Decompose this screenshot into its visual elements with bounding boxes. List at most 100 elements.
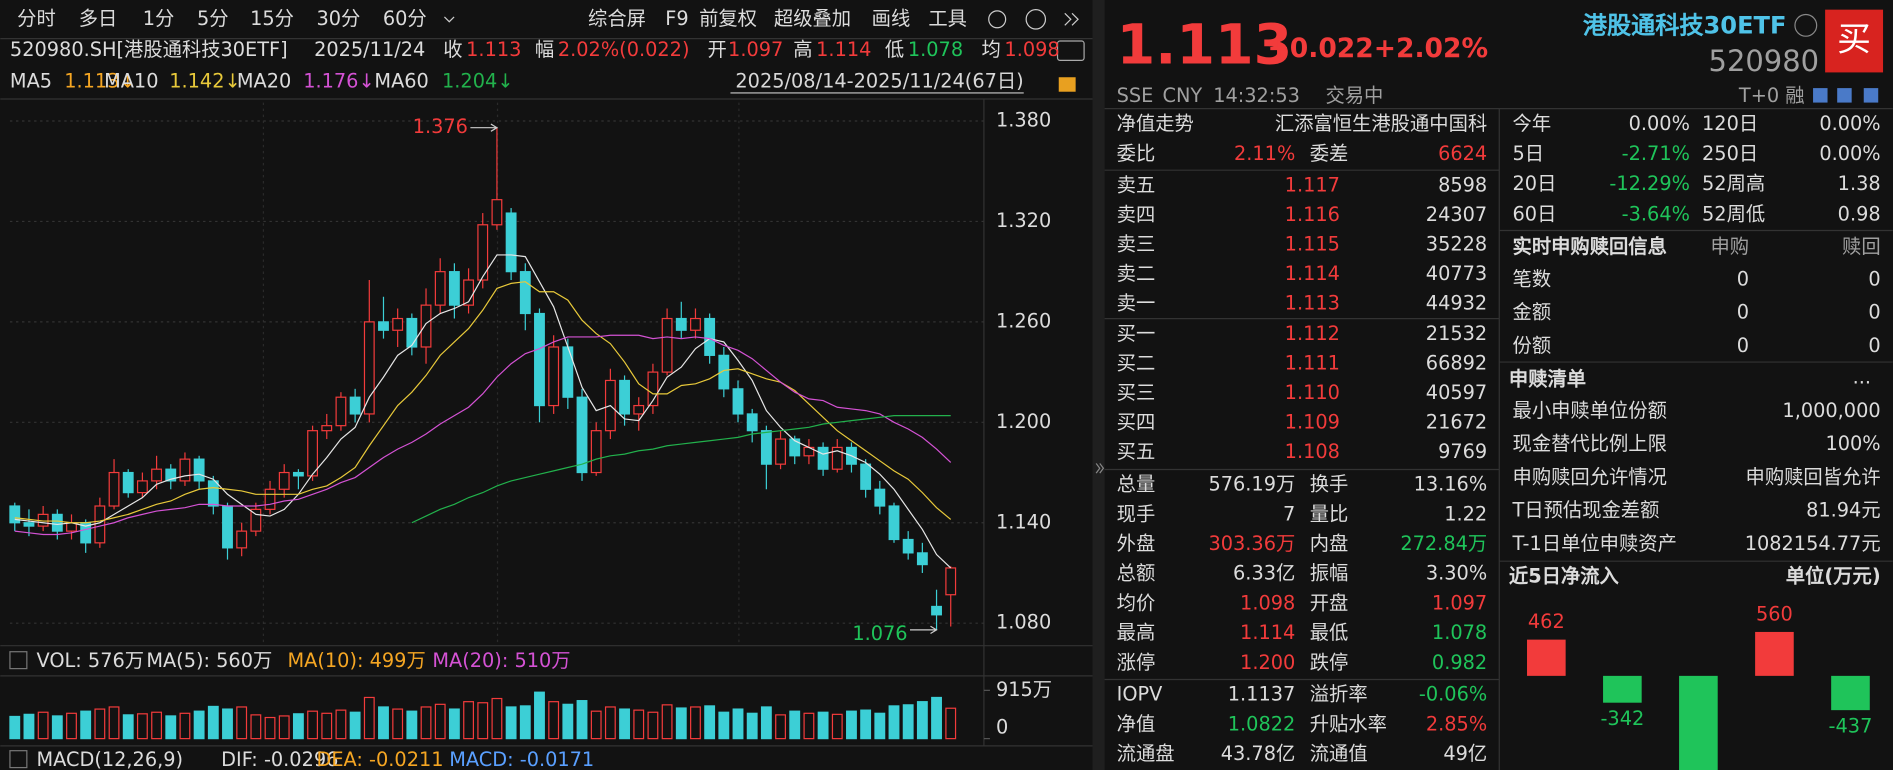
tool-button[interactable]: 工具: [928, 7, 967, 30]
stat-label: 总额: [1117, 562, 1156, 585]
dropdown-icon[interactable]: [444, 16, 455, 23]
candle-body: [874, 488, 886, 507]
range[interactable]: 2025/08/14-2025/11/24(67日): [735, 70, 1023, 93]
quote-label: 高: [793, 38, 812, 61]
tool-button[interactable]: F9: [665, 7, 688, 30]
volume-bar: [9, 715, 21, 740]
buy-button[interactable]: 买: [1837, 20, 1871, 59]
y-tick-label: 1.200: [996, 410, 1051, 433]
expand-icon[interactable]: [1095, 463, 1105, 474]
period-tab[interactable]: 30分: [317, 7, 361, 30]
quote-label: 低: [885, 38, 904, 61]
period-tab[interactable]: 多日: [79, 7, 118, 30]
lock-icon[interactable]: [1058, 77, 1076, 92]
book-volume: 24307: [1426, 203, 1487, 226]
stat-label: IOPV: [1117, 683, 1164, 706]
tool-button[interactable]: 画线: [872, 7, 911, 30]
candle-body: [690, 317, 701, 331]
candle-body: [888, 505, 900, 541]
book-price: 1.108: [1285, 440, 1340, 463]
quote-label: 开: [708, 38, 727, 61]
tool-icon[interactable]: [1863, 88, 1879, 103]
section-title: 近5日净流入: [1509, 564, 1620, 587]
row-value: 81.94元: [1806, 499, 1881, 522]
volume-legend: MA(5): 560万: [146, 649, 272, 672]
alert-icon[interactable]: [1794, 13, 1818, 37]
candle-body: [406, 317, 418, 348]
book-volume: 21532: [1426, 322, 1487, 345]
info-icon[interactable]: [9, 750, 28, 769]
more-button[interactable]: ...: [1853, 365, 1871, 388]
volume-bar: [335, 709, 347, 740]
volume-bar: [278, 715, 290, 740]
high-label: 1.376: [413, 115, 468, 138]
volume-bar: [165, 715, 177, 740]
book-price: 1.116: [1285, 203, 1340, 226]
perf-value: 1.38: [1838, 172, 1881, 195]
tool-button[interactable]: 前复权: [699, 7, 757, 30]
row-value: 6624: [1438, 142, 1487, 165]
volume-bar: [491, 697, 503, 740]
period-tab[interactable]: 1分: [143, 7, 175, 30]
volume-bar: [619, 708, 630, 740]
volume-bar: [179, 712, 191, 740]
period-tab[interactable]: 5分: [197, 7, 229, 30]
perf-label: 120日: [1702, 112, 1758, 135]
period-tab[interactable]: 60分: [383, 7, 427, 30]
info-icon[interactable]: [9, 651, 28, 670]
price-change: +0.022: [1268, 33, 1374, 64]
tool-button[interactable]: 超级叠加: [774, 7, 851, 30]
status: 14:32:53: [1213, 84, 1300, 107]
candle-body: [363, 321, 375, 415]
volume-bar: [151, 711, 163, 740]
inflow-bar: [1603, 675, 1642, 703]
tool-button[interactable]: 综合屏: [588, 7, 646, 30]
candle-body: [222, 505, 233, 549]
perf-label: 5日: [1513, 142, 1545, 165]
price-change-pct: +2.02%: [1374, 33, 1488, 64]
perf-value: -3.64%: [1622, 202, 1690, 225]
legend-name: MA60: [374, 70, 428, 93]
volume-legend: MA(20): 510万: [432, 649, 570, 672]
quote-label: 收: [443, 38, 462, 61]
candle-body: [831, 446, 843, 470]
candle-body: [165, 468, 177, 482]
tool-icon[interactable]: [1837, 88, 1852, 103]
stat-label: 总量: [1117, 473, 1156, 496]
stat-label: 涨停: [1117, 651, 1156, 674]
settings-icon[interactable]: [988, 10, 1007, 29]
tool-icon[interactable]: [1813, 88, 1828, 103]
wp-icon[interactable]: [1056, 40, 1085, 61]
stat-value: 1.1137: [1228, 683, 1296, 706]
quote-label: 幅: [535, 38, 554, 61]
more-icon[interactable]: [1064, 12, 1079, 26]
macd-legend: MACD(12,26,9): [37, 748, 184, 770]
splitter[interactable]: [1092, 0, 1105, 770]
book-label: 买二: [1117, 351, 1156, 374]
ma-line: [14, 334, 952, 536]
perf-label: 20日: [1513, 172, 1557, 195]
security-code: 520980: [1709, 44, 1820, 78]
help-icon[interactable]: [1025, 9, 1047, 30]
book-label: 卖三: [1117, 233, 1156, 256]
inflow-label: -342: [1600, 707, 1644, 730]
volume-bar: [94, 708, 106, 740]
volume-bar: [590, 710, 602, 740]
quote-value: 1.098: [1004, 38, 1059, 61]
candle-body: [902, 538, 914, 554]
buy-button-bg[interactable]: [1825, 9, 1884, 73]
low-label: 1.076: [852, 622, 907, 645]
candle-body: [576, 396, 588, 474]
candle-body: [122, 471, 134, 494]
candle-body: [548, 346, 560, 407]
period-tab[interactable]: 15分: [250, 7, 294, 30]
row-value: 0: [1737, 301, 1749, 324]
stat-value: 1.097: [1432, 591, 1487, 614]
candle-body: [292, 471, 304, 477]
period-tab[interactable]: 分时: [17, 7, 56, 30]
stat-label: 量比: [1310, 502, 1349, 525]
y-tick-label: 1.260: [996, 309, 1051, 332]
candle-body: [321, 425, 333, 432]
stat-value: 1.0822: [1228, 712, 1296, 735]
y-tick-label: 1.380: [996, 108, 1051, 131]
